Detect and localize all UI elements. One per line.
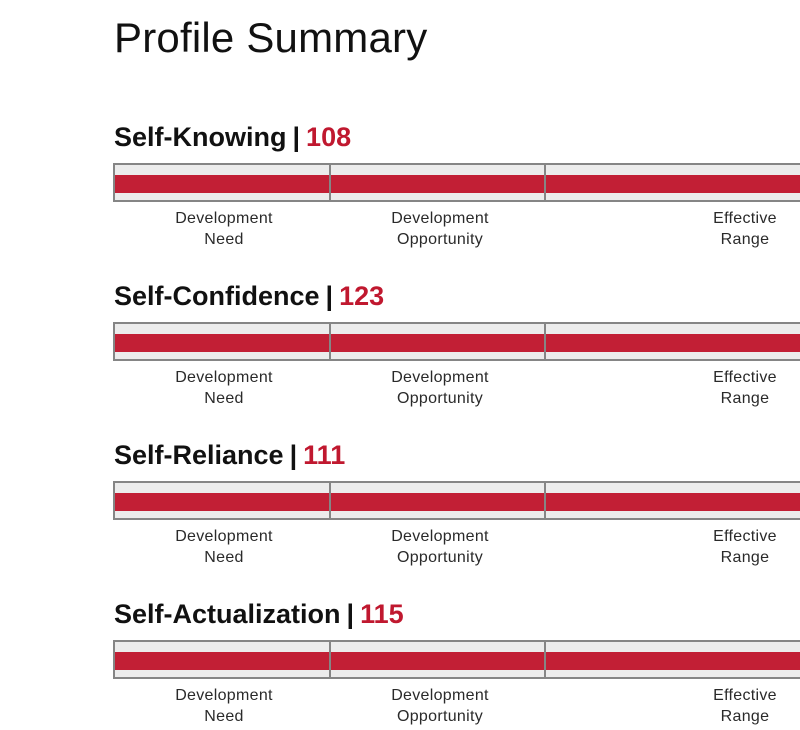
section-score: 111 xyxy=(303,440,346,470)
score-section-self-knowing: Self-Knowing | 108 Development Need Develop… xyxy=(0,122,800,252)
score-bar xyxy=(113,163,800,202)
section-title: Self-Reliance | 111 xyxy=(114,440,345,471)
title-separator: | xyxy=(346,599,355,629)
range-label-effective-range: Effective Range xyxy=(713,687,777,725)
title-separator: | xyxy=(289,440,298,470)
bar-divider xyxy=(329,640,331,679)
score-section-self-confidence: Self-Confidence | 123 Development Need Deve… xyxy=(0,281,800,411)
score-bar xyxy=(113,322,800,361)
section-name: Self-Reliance xyxy=(114,440,284,470)
section-name: Self-Confidence xyxy=(114,281,320,311)
score-bar xyxy=(113,481,800,520)
score-section-self-reliance: Self-Reliance | 111 Development Need Develo… xyxy=(0,440,800,570)
score-bar-fill xyxy=(115,175,800,193)
range-label-development-need: Development Need xyxy=(175,210,273,248)
score-bar-fill xyxy=(115,493,800,511)
range-label-development-need: Development Need xyxy=(175,687,273,725)
range-label-development-opportunity: Development Opportunity xyxy=(391,687,489,725)
bar-divider xyxy=(544,322,546,361)
range-label-development-need: Development Need xyxy=(175,369,273,407)
score-bar-fill xyxy=(115,652,800,670)
title-separator: | xyxy=(325,281,334,311)
title-separator: | xyxy=(292,122,301,152)
bar-divider xyxy=(329,163,331,202)
bar-divider xyxy=(329,481,331,520)
range-label-development-opportunity: Development Opportunity xyxy=(391,528,489,566)
bar-divider xyxy=(544,481,546,520)
section-title: Self-Actualization | 115 xyxy=(114,599,404,630)
section-score: 115 xyxy=(360,599,404,629)
range-label-effective-range: Effective Range xyxy=(713,528,777,566)
section-title: Self-Knowing | 108 xyxy=(114,122,351,153)
score-bar-fill xyxy=(115,334,800,352)
range-label-effective-range: Effective Range xyxy=(713,210,777,248)
score-bar xyxy=(113,640,800,679)
section-score: 108 xyxy=(306,122,352,152)
range-label-development-opportunity: Development Opportunity xyxy=(391,369,489,407)
score-section-self-actualization: Self-Actualization | 115 Development Need D… xyxy=(0,599,800,729)
section-title: Self-Confidence | 123 xyxy=(114,281,384,312)
range-label-development-need: Development Need xyxy=(175,528,273,566)
section-name: Self-Knowing xyxy=(114,122,287,152)
section-name: Self-Actualization xyxy=(114,599,341,629)
bar-divider xyxy=(544,163,546,202)
range-label-development-opportunity: Development Opportunity xyxy=(391,210,489,248)
section-score: 123 xyxy=(339,281,385,311)
bar-divider xyxy=(329,322,331,361)
range-label-effective-range: Effective Range xyxy=(713,369,777,407)
page-title: Profile Summary xyxy=(114,14,428,61)
bar-divider xyxy=(544,640,546,679)
